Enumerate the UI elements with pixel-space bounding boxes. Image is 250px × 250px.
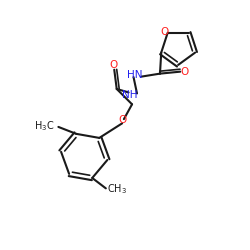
- Text: O: O: [160, 27, 169, 37]
- Text: NH: NH: [122, 90, 138, 100]
- Text: O: O: [110, 60, 118, 70]
- Text: HN: HN: [127, 70, 142, 80]
- Text: O: O: [180, 67, 189, 77]
- Text: O: O: [118, 115, 127, 125]
- Text: CH$_3$: CH$_3$: [107, 182, 127, 196]
- Text: H$_3$C: H$_3$C: [34, 119, 54, 133]
